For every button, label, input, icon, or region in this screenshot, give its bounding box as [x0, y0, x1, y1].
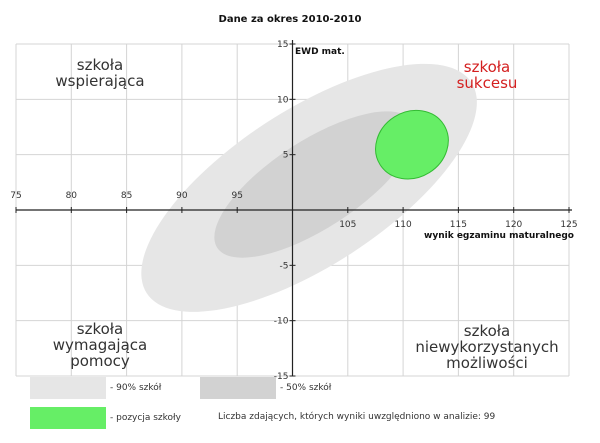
y-axis-label: EWD mat. — [295, 47, 345, 57]
quadrant-labels: szkoławspierającaszkołasukcesuszkoławyma… — [53, 56, 559, 372]
y-tick-label: 5 — [283, 151, 289, 161]
x-tick-label: 85 — [121, 191, 132, 201]
axis-layer — [16, 40, 572, 376]
legend-swatch-school — [30, 407, 106, 429]
legend-row-1b: - 50% szkół — [200, 377, 331, 399]
quadrant-label-top-left: szkoła — [77, 56, 123, 74]
chart-title: Dane za okres 2010-2010 — [219, 14, 362, 25]
y-tick-label: 15 — [277, 40, 288, 50]
school-position-ellipse — [375, 109, 449, 180]
quadrant-label-bottom-right: szkoła — [464, 322, 510, 340]
x-tick-label: 120 — [505, 220, 522, 230]
quadrant-label-bottom-right: możliwości — [446, 354, 528, 372]
x-tick-label: 115 — [450, 220, 467, 230]
region-layer — [141, 63, 477, 312]
legend-note: Liczba zdających, których wyniki uwzględ… — [218, 412, 495, 422]
quadrant-label-bottom-right: niewykorzystanych — [415, 338, 558, 356]
legend-label-50: - 50% szkół — [280, 383, 332, 393]
y-tick-label: 10 — [277, 95, 289, 105]
x-tick-label: 90 — [176, 191, 188, 201]
quadrant-label-bottom-left: szkoła — [77, 320, 123, 338]
legend-label-90: - 90% szkół — [110, 383, 162, 393]
legend-note-text: Liczba zdających, których wyniki uwzględ… — [218, 412, 496, 422]
y-tick-label: -5 — [280, 261, 289, 271]
legend-swatch-50 — [200, 377, 276, 399]
x-tick-label: 95 — [231, 191, 242, 201]
x-tick-label: 110 — [395, 220, 412, 230]
x-tick-label: 80 — [66, 191, 78, 201]
legend-row-2: - pozycja szkoły — [30, 407, 181, 429]
quadrant-label-top-right: szkoła — [464, 58, 510, 76]
x-tick-label: 125 — [560, 220, 577, 230]
x-tick-label: 105 — [339, 220, 356, 230]
legend-row-1: - 90% szkół — [30, 377, 161, 399]
y-tick-label: -10 — [274, 317, 289, 327]
y-tick-label: -15 — [274, 372, 289, 382]
quadrant-label-bottom-left: pomocy — [70, 352, 130, 370]
quadrant-label-top-left: wspierająca — [55, 72, 144, 90]
x-axis-label: wynik egzaminu maturalnego — [424, 231, 574, 241]
quadrant-label-top-right: sukcesu — [457, 74, 518, 92]
legend-swatch-90 — [30, 377, 106, 399]
x-tick-label: 75 — [10, 191, 21, 201]
region-50-ellipse — [214, 111, 415, 258]
legend-label-school: - pozycja szkoły — [110, 413, 181, 423]
quadrant-label-bottom-left: wymagająca — [53, 336, 147, 354]
